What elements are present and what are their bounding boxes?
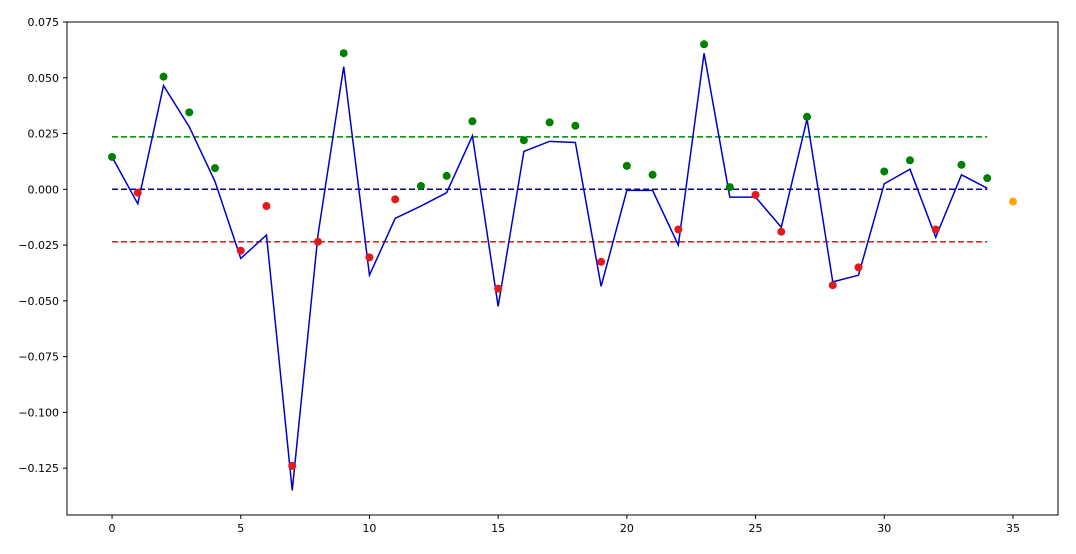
data-point-3 xyxy=(185,108,194,117)
x-tick-label: 15 xyxy=(491,522,505,535)
data-point-8 xyxy=(313,237,322,246)
data-point-0 xyxy=(108,152,117,161)
data-point-13 xyxy=(442,171,451,180)
data-point-35 xyxy=(1008,197,1017,206)
data-point-19 xyxy=(597,257,606,266)
data-point-12 xyxy=(416,181,425,190)
data-point-6 xyxy=(262,202,271,211)
x-tick-label: 0 xyxy=(109,522,116,535)
data-point-20 xyxy=(622,161,631,170)
x-tick-label: 30 xyxy=(877,522,891,535)
x-tick-label: 20 xyxy=(620,522,634,535)
plot-frame xyxy=(66,21,1059,516)
data-point-25 xyxy=(751,190,760,199)
data-point-27 xyxy=(803,112,812,121)
y-tick-label: −0.100 xyxy=(18,406,59,419)
data-point-24 xyxy=(725,183,734,192)
data-point-11 xyxy=(391,195,400,204)
data-point-1 xyxy=(133,188,142,197)
reference-lines xyxy=(112,136,988,243)
y-tick-label: −0.050 xyxy=(18,295,59,308)
data-point-10 xyxy=(365,253,374,262)
y-tick-label: 0.050 xyxy=(28,72,60,85)
data-point-26 xyxy=(777,227,786,236)
data-point-16 xyxy=(519,136,528,145)
y-tick-label: 0.000 xyxy=(28,183,60,196)
scatter-points xyxy=(108,40,1017,470)
data-point-4 xyxy=(211,164,220,173)
data-point-7 xyxy=(288,461,297,470)
data-point-5 xyxy=(236,246,245,255)
y-tick-label: 0.025 xyxy=(28,128,60,141)
data-point-29 xyxy=(854,263,863,272)
data-point-34 xyxy=(983,174,992,183)
data-point-28 xyxy=(828,281,837,290)
x-axis: 0 5 10 15 20 25 30 35 xyxy=(109,515,1020,535)
series-line xyxy=(111,53,988,491)
y-tick-label: −0.125 xyxy=(18,462,59,475)
data-point-14 xyxy=(468,117,477,126)
y-tick-label: −0.025 xyxy=(18,239,59,252)
y-tick-label: 0.075 xyxy=(28,16,60,29)
data-point-9 xyxy=(339,49,348,58)
data-point-21 xyxy=(648,170,657,179)
y-axis: 0.075 0.050 0.025 0.000 −0.025 −0.050 −0.075 −0… xyxy=(18,16,67,475)
data-point-2 xyxy=(159,72,168,81)
x-tick-label: 10 xyxy=(362,522,376,535)
data-point-32 xyxy=(931,225,940,234)
x-tick-label: 5 xyxy=(237,522,244,535)
data-point-33 xyxy=(957,160,966,169)
data-point-31 xyxy=(905,156,914,165)
x-tick-label: 35 xyxy=(1006,522,1020,535)
y-tick-label: −0.075 xyxy=(18,351,59,364)
data-point-23 xyxy=(700,40,709,49)
data-point-30 xyxy=(880,167,889,176)
series-line-layer xyxy=(111,53,988,491)
data-point-17 xyxy=(545,118,554,127)
data-point-22 xyxy=(674,225,683,234)
x-tick-label: 25 xyxy=(749,522,763,535)
data-point-15 xyxy=(494,284,503,293)
data-point-18 xyxy=(571,121,580,130)
